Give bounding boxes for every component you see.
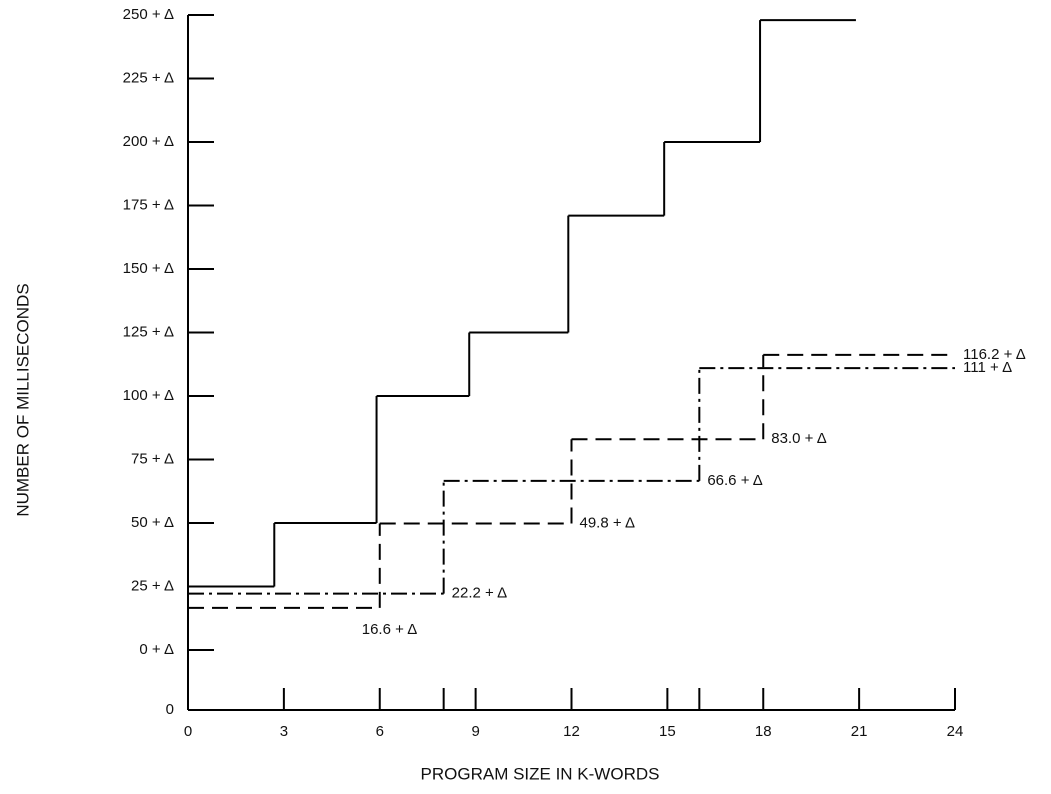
y-tick-label: 175 + Δ	[123, 196, 174, 213]
data-label: 111 + Δ	[963, 359, 1012, 376]
x-tick-label: 0	[184, 723, 192, 740]
y-tick-label: 50 + Δ	[131, 514, 174, 531]
y-tick-label: 250 + Δ	[123, 6, 174, 23]
x-tick-label: 24	[947, 723, 964, 740]
y-tick-label: 25 + Δ	[131, 578, 174, 595]
data-label: 22.2 + Δ	[452, 585, 507, 602]
y-tick-label: 150 + Δ	[123, 260, 174, 277]
x-tick-label: 15	[659, 723, 676, 740]
data-label: 116.2 + Δ	[963, 346, 1026, 363]
y-tick-label: 125 + Δ	[123, 323, 174, 340]
x-tick-label: 12	[563, 723, 580, 740]
y-tick-label: 100 + Δ	[123, 387, 174, 404]
y-tick-label: 75 + Δ	[131, 451, 174, 468]
y-axis-title: NUMBER OF MILLISECONDS	[13, 283, 32, 516]
x-tick-label: 6	[376, 723, 384, 740]
x-tick-label: 3	[280, 723, 288, 740]
data-label: 66.6 + Δ	[707, 472, 762, 489]
data-label: 83.0 + Δ	[771, 430, 826, 447]
y-tick-label: 0	[166, 701, 174, 718]
data-label: 16.6 + Δ	[362, 621, 417, 638]
x-tick-label: 18	[755, 723, 772, 740]
y-tick-label: 225 + Δ	[123, 69, 174, 86]
data-label: 49.8 + Δ	[580, 515, 635, 532]
x-tick-label: 9	[471, 723, 479, 740]
x-tick-label: 21	[851, 723, 868, 740]
x-axis-title: PROGRAM SIZE IN K-WORDS	[421, 764, 660, 783]
y-tick-label: 200 + Δ	[123, 133, 174, 150]
y-tick-label: 0 + Δ	[139, 641, 174, 658]
